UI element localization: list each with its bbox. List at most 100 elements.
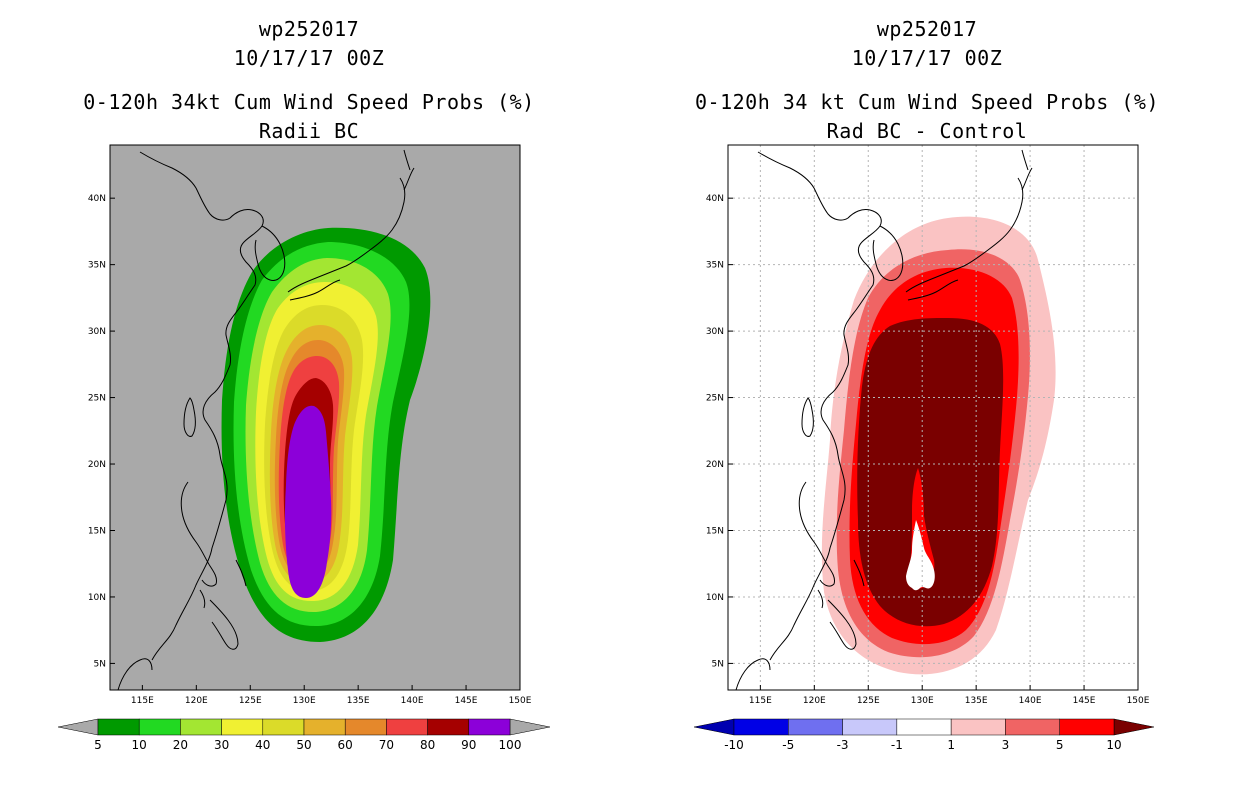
philippine-islands [817, 559, 865, 650]
colorbar-swatch [468, 718, 511, 736]
colorbar-label: 90 [461, 738, 476, 752]
lat-tick-label: 20N [706, 460, 724, 470]
chart-title: 0-120h 34kt Cum Wind Speed Probs (%) [83, 90, 535, 114]
lat-tick-label: 5N [94, 659, 106, 669]
colorbar-swatch [344, 718, 387, 736]
colorbar-swatch [896, 718, 952, 736]
lat-ticks: 40N 35N 30N 25N 20N 15N 10N 5N [88, 194, 115, 669]
lat-tick-label: 30N [706, 327, 724, 337]
colorbar-swatch [733, 718, 789, 736]
colorbar-start-arrow [693, 718, 735, 736]
colorbar-swatch [221, 718, 264, 736]
datetime: 10/17/17 00Z [233, 46, 385, 70]
map-frame [727, 144, 1139, 691]
chart-subtitle: Radii BC [258, 119, 360, 143]
colorbar-label: 5 [1056, 738, 1064, 752]
lat-tick-label: 30N [88, 327, 106, 337]
japan-coast [905, 167, 1033, 301]
coastlines [117, 149, 415, 690]
borneo-coast [117, 658, 153, 690]
lon-tick-label: 140E [401, 696, 424, 706]
lat-tick-label: 40N [88, 194, 106, 204]
sakhalin-coast [403, 149, 411, 171]
luzon-coast [798, 481, 835, 587]
colorbar-label: 30 [214, 738, 229, 752]
lat-tick-label: 20N [88, 460, 106, 470]
lon-tick-label: 120E [185, 696, 208, 706]
lat-tick-label: 15N [706, 526, 724, 536]
lat-tick-label: 5N [712, 659, 724, 669]
colorbar-label: -10 [724, 738, 744, 752]
lat-tick-label: 35N [706, 261, 724, 271]
lon-tick-label: 120E [803, 696, 826, 706]
colorbar-swatch [138, 718, 181, 736]
colorbar-end-arrow [509, 718, 551, 736]
colorbar-label: 100 [499, 738, 522, 752]
map-svg-left: 40N 35N 30N 25N 20N 15N 10N 5N 115E 120E 125E 130E… [57, 144, 551, 752]
chart-title: 0-120h 34 kt Cum Wind Speed Probs (%) [694, 90, 1160, 114]
taiwan-coast [183, 397, 196, 437]
colorbar-swatch [180, 718, 222, 736]
colorbar-label: 20 [173, 738, 188, 752]
contour-diff-10 [857, 318, 1004, 627]
korea-coast [872, 225, 904, 281]
taiwan-coast [801, 397, 814, 437]
datetime: 10/17/17 00Z [851, 46, 1003, 70]
colorbar-label: 3 [1002, 738, 1010, 752]
lat-tick-label: 25N [88, 394, 106, 404]
lat-tick-label: 35N [88, 261, 106, 271]
china-coast [757, 151, 882, 661]
colorbar-label: 50 [296, 738, 311, 752]
difference-contours [821, 216, 1056, 675]
grid-lines [728, 145, 1138, 690]
colorbar-swatch [1059, 718, 1115, 736]
right-panel: wp252017 10/17/17 00Z 0-120h 34 kt Cum W… [618, 0, 1236, 800]
colorbar-label: 5 [94, 738, 102, 752]
colorbar-label: -1 [891, 738, 903, 752]
storm-id: wp252017 [876, 17, 978, 41]
colorbar-swatch [1005, 718, 1060, 736]
colorbar-label: -3 [837, 738, 849, 752]
colorbar-swatch [427, 718, 470, 736]
contour-90 [284, 405, 332, 598]
colorbar-swatch [303, 718, 346, 736]
philippine-islands [199, 559, 247, 650]
contour-diff-zero [906, 520, 935, 591]
lon-ticks: 115E 120E 125E 130E 135E 140E 145E 150E [749, 685, 1150, 706]
colorbar-start-arrow [57, 718, 99, 736]
colorbar: -10 -5 -3 -1 1 3 5 10 [693, 718, 1155, 752]
colorbar-swatch [262, 718, 305, 736]
korea-coast [254, 225, 286, 281]
colorbar-label: 70 [379, 738, 394, 752]
lon-ticks: 115E 120E 125E 130E 135E 140E 145E 150E [131, 685, 532, 706]
lon-tick-label: 150E [509, 696, 532, 706]
borneo-coast [735, 658, 771, 690]
probability-contours [221, 227, 431, 642]
colorbar-swatch [97, 718, 140, 736]
colorbar-label: 60 [338, 738, 353, 752]
lat-tick-label: 25N [706, 394, 724, 404]
sakhalin-coast [1021, 149, 1029, 171]
map-frame [109, 144, 521, 691]
colorbar-label: 1 [947, 738, 955, 752]
lon-tick-label: 135E [347, 696, 370, 706]
coastlines [735, 149, 1033, 690]
china-coast [139, 151, 264, 661]
lon-tick-label: 125E [857, 696, 880, 706]
lon-tick-label: 145E [455, 696, 478, 706]
colorbar-label: -5 [782, 738, 794, 752]
colorbar-label: 80 [420, 738, 435, 752]
lat-ticks: 40N 35N 30N 25N 20N 15N 10N 5N [706, 194, 733, 669]
luzon-coast [180, 481, 217, 587]
lat-tick-label: 10N [706, 593, 724, 603]
colorbar-label: 10 [1106, 738, 1121, 752]
lon-tick-label: 150E [1127, 696, 1150, 706]
lat-tick-label: 40N [706, 194, 724, 204]
colorbar-swatch [842, 718, 898, 736]
lat-tick-label: 10N [88, 593, 106, 603]
lon-tick-label: 115E [749, 696, 772, 706]
colorbar-swatch [788, 718, 843, 736]
colorbar-swatch [386, 718, 428, 736]
lon-tick-label: 135E [965, 696, 988, 706]
map-svg-right: 40N 35N 30N 25N 20N 15N 10N 5N 115E 120E 125E 130E… [693, 144, 1155, 752]
